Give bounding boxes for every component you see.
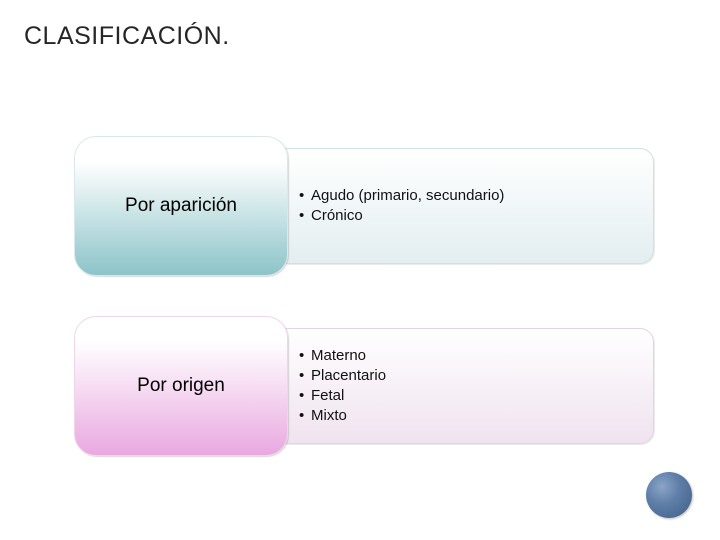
list-item: •Mixto	[299, 406, 653, 426]
pill-aparicion: Por aparición	[74, 136, 288, 276]
pill-label: Por origen	[137, 375, 225, 397]
bullet: •	[299, 406, 311, 426]
item-text: Placentario	[311, 366, 386, 386]
list-item: •Fetal	[299, 386, 653, 406]
bullet: •	[299, 386, 311, 406]
bullet: •	[299, 206, 311, 226]
panel-origen: •Materno •Placentario •Fetal •Mixto	[274, 328, 654, 444]
bullet: •	[299, 346, 311, 366]
pill-label: Por aparición	[125, 195, 237, 217]
list-item: •Crónico	[299, 206, 653, 226]
item-text: Crónico	[311, 206, 363, 226]
bullet: •	[299, 186, 311, 206]
page-title: CLASIFICACIÓN.	[24, 22, 696, 51]
list-item: •Materno	[299, 346, 653, 366]
bullet: •	[299, 366, 311, 386]
item-text: Agudo (primario, secundario)	[311, 186, 504, 206]
item-text: Materno	[311, 346, 366, 366]
slide: CLASIFICACIÓN. •Agudo (primario, secunda…	[0, 0, 720, 540]
list-item: •Placentario	[299, 366, 653, 386]
pill-origen: Por origen	[74, 316, 288, 456]
panel-aparicion: •Agudo (primario, secundario) •Crónico	[274, 148, 654, 264]
classification-rows: •Agudo (primario, secundario) •Crónico P…	[74, 136, 656, 496]
row-aparicion: •Agudo (primario, secundario) •Crónico P…	[74, 136, 656, 276]
item-text: Mixto	[311, 406, 347, 426]
list-item: •Agudo (primario, secundario)	[299, 186, 653, 206]
item-text: Fetal	[311, 386, 344, 406]
decor-sphere-icon	[646, 472, 692, 518]
row-origen: •Materno •Placentario •Fetal •Mixto Por …	[74, 316, 656, 456]
